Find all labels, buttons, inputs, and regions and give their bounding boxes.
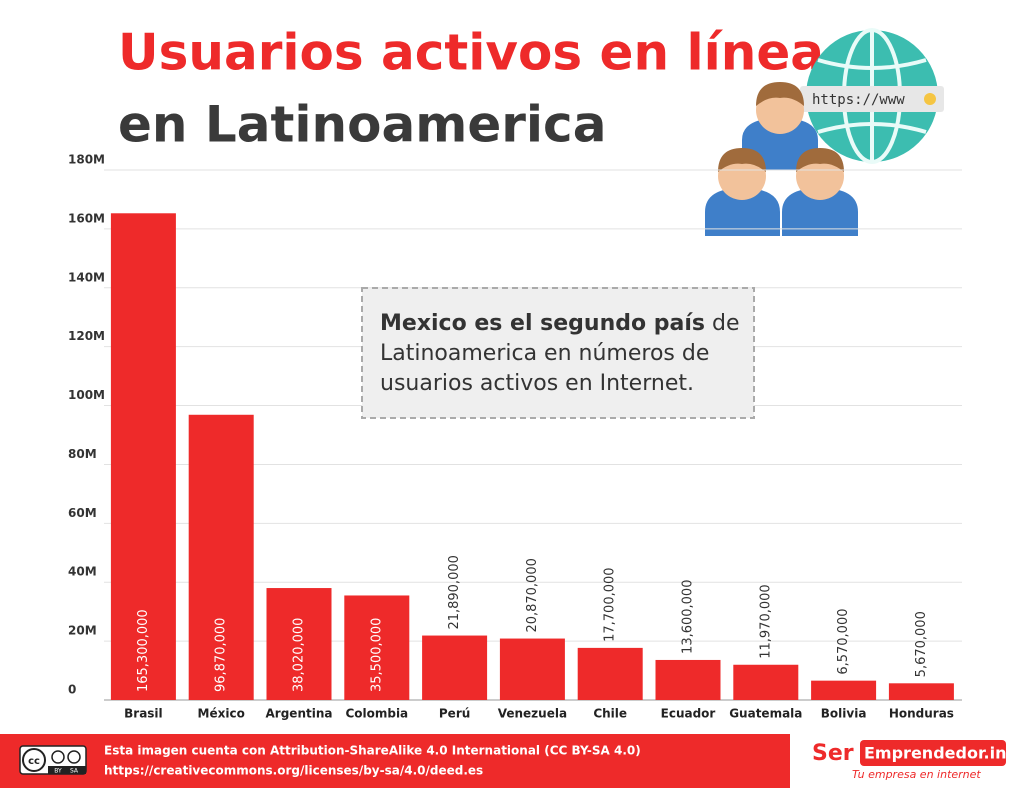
y-tick-label: 0 bbox=[68, 683, 76, 697]
x-tick-label: Venezuela bbox=[498, 707, 567, 721]
value-label: 11,970,000 bbox=[758, 584, 773, 658]
value-label: 165,300,000 bbox=[136, 609, 151, 692]
y-tick-label: 120M bbox=[68, 329, 105, 343]
value-label: 96,870,000 bbox=[214, 618, 229, 692]
value-label: 20,870,000 bbox=[525, 558, 540, 632]
annotation-text: de bbox=[705, 311, 740, 336]
logo-tagline: Tu empresa en internet bbox=[852, 768, 981, 781]
bar bbox=[344, 595, 410, 700]
x-tick-label: Brasil bbox=[124, 707, 163, 721]
bar bbox=[733, 664, 799, 700]
badge-text: cc bbox=[28, 756, 40, 767]
cc-badge: cc BY SA bbox=[19, 745, 87, 775]
value-label: 38,020,000 bbox=[292, 618, 307, 692]
x-tick-label: Bolivia bbox=[821, 707, 867, 721]
bar bbox=[888, 683, 954, 700]
value-label: 17,700,000 bbox=[603, 567, 618, 641]
footer-band bbox=[0, 734, 790, 788]
chart-subtitle: en Latinoamerica bbox=[118, 96, 606, 154]
url-bar bbox=[800, 86, 944, 112]
badge-text: SA bbox=[70, 768, 79, 775]
bar bbox=[499, 638, 565, 700]
bar bbox=[422, 635, 488, 700]
x-tick-label: Perú bbox=[439, 707, 470, 721]
y-tick-label: 20M bbox=[68, 624, 97, 638]
bar bbox=[266, 588, 332, 700]
value-label: 5,670,000 bbox=[914, 611, 929, 677]
bar bbox=[577, 647, 643, 700]
badge-text: BY bbox=[54, 768, 62, 775]
people bbox=[705, 82, 858, 236]
bar bbox=[811, 680, 877, 700]
annotation: Mexico es el segundo país de bbox=[380, 311, 740, 336]
bar bbox=[655, 659, 721, 700]
annotation-bold: Mexico es el segundo país bbox=[380, 311, 705, 336]
bar bbox=[110, 213, 176, 701]
value-label: 6,570,000 bbox=[836, 608, 851, 674]
y-tick-label: 160M bbox=[68, 211, 105, 225]
y-tick-label: 80M bbox=[68, 447, 97, 461]
x-tick-label: Colombia bbox=[345, 707, 408, 721]
value-label: 13,600,000 bbox=[681, 580, 696, 654]
x-tick-label: Ecuador bbox=[661, 707, 716, 721]
y-tick-label: 180M bbox=[68, 153, 105, 167]
x-tick-label: México bbox=[198, 707, 245, 721]
logo-rest: Emprendedor.info bbox=[864, 744, 1024, 763]
url-text: https://www bbox=[812, 92, 905, 108]
license-url: https://creativecommons.org/licenses/by-… bbox=[104, 764, 483, 778]
x-tick-label: Chile bbox=[593, 707, 627, 721]
bar bbox=[188, 414, 254, 700]
chart-title: Usuarios activos en línea bbox=[118, 24, 824, 82]
logo: Ser Emprendedor.info Tu empresa en inter… bbox=[812, 740, 1024, 781]
y-tick-label: 140M bbox=[68, 270, 105, 284]
value-label: 21,890,000 bbox=[447, 555, 462, 629]
annotation-text: Latinoamerica en números de bbox=[380, 341, 709, 366]
star bbox=[924, 93, 936, 105]
x-tick-label: Guatemala bbox=[729, 707, 802, 721]
illustration: https://www bbox=[705, 28, 944, 236]
x-tick-label: Argentina bbox=[266, 707, 333, 721]
license-text: Esta imagen cuenta con Attribution-Share… bbox=[104, 744, 641, 758]
y-tick-label: 40M bbox=[68, 565, 97, 579]
annotation-text: usuarios activos en Internet. bbox=[380, 371, 694, 396]
y-tick-label: 60M bbox=[68, 506, 97, 520]
x-tick-label: Honduras bbox=[889, 707, 954, 721]
logo-ser: Ser bbox=[812, 741, 854, 766]
value-label: 35,500,000 bbox=[369, 618, 384, 692]
y-tick-label: 100M bbox=[68, 388, 105, 402]
annotation-box bbox=[361, 287, 755, 419]
